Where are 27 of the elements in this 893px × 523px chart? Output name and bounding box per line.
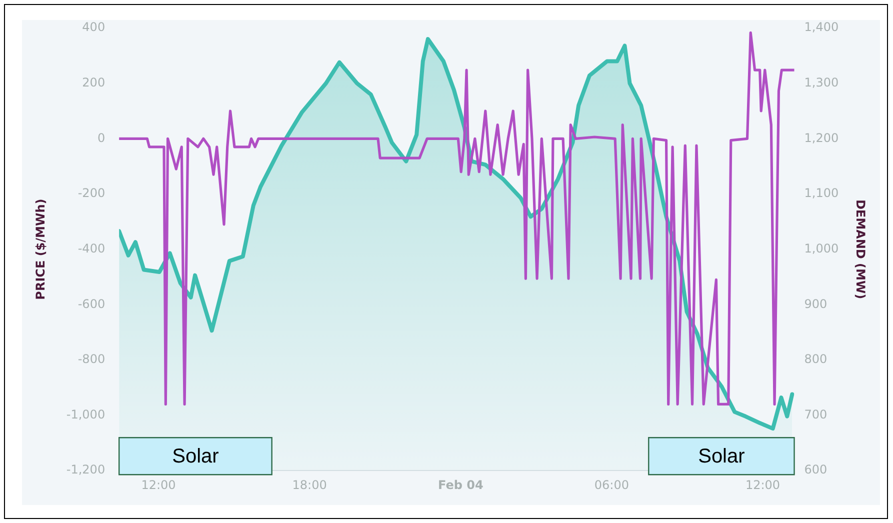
x-tick-label: 18:00 — [292, 478, 327, 492]
y-tick-label: 0 — [97, 130, 106, 145]
y-tick-label: 400 — [82, 20, 106, 34]
y-tick-label: -1,000 — [66, 407, 106, 422]
y-tick-label: -1,200 — [66, 462, 106, 477]
y2-tick-label: 1,400 — [804, 20, 839, 34]
y2-tick-label: 600 — [804, 462, 828, 477]
x-tick-label: 06:00 — [594, 478, 630, 492]
y2-tick-label: 1,300 — [804, 75, 839, 90]
y-axis-title: PRICE ($/MWh) — [33, 198, 48, 300]
y2-tick-label: 700 — [804, 407, 828, 422]
y2-tick-label: 900 — [804, 296, 828, 311]
x-tick-label: 12:00 — [141, 478, 176, 492]
y-tick-label: -400 — [78, 241, 106, 256]
band-label: Solar — [698, 446, 746, 468]
y-tick-label: -200 — [78, 186, 106, 200]
y2-axis-title: DEMAND (MW) — [854, 199, 868, 300]
band-label: Solar — [172, 446, 220, 468]
y2-tick-label: 1,000 — [804, 241, 839, 256]
y2-tick-label: 1,200 — [804, 130, 839, 145]
x-tick-label: Feb 04 — [438, 478, 484, 492]
y-tick-label: -600 — [78, 296, 106, 311]
y-tick-label: 200 — [82, 75, 106, 90]
x-tick-label: 12:00 — [745, 478, 780, 492]
y-tick-label: -800 — [78, 352, 106, 366]
y2-tick-label: 1,100 — [804, 186, 839, 200]
y2-tick-label: 800 — [804, 352, 828, 366]
